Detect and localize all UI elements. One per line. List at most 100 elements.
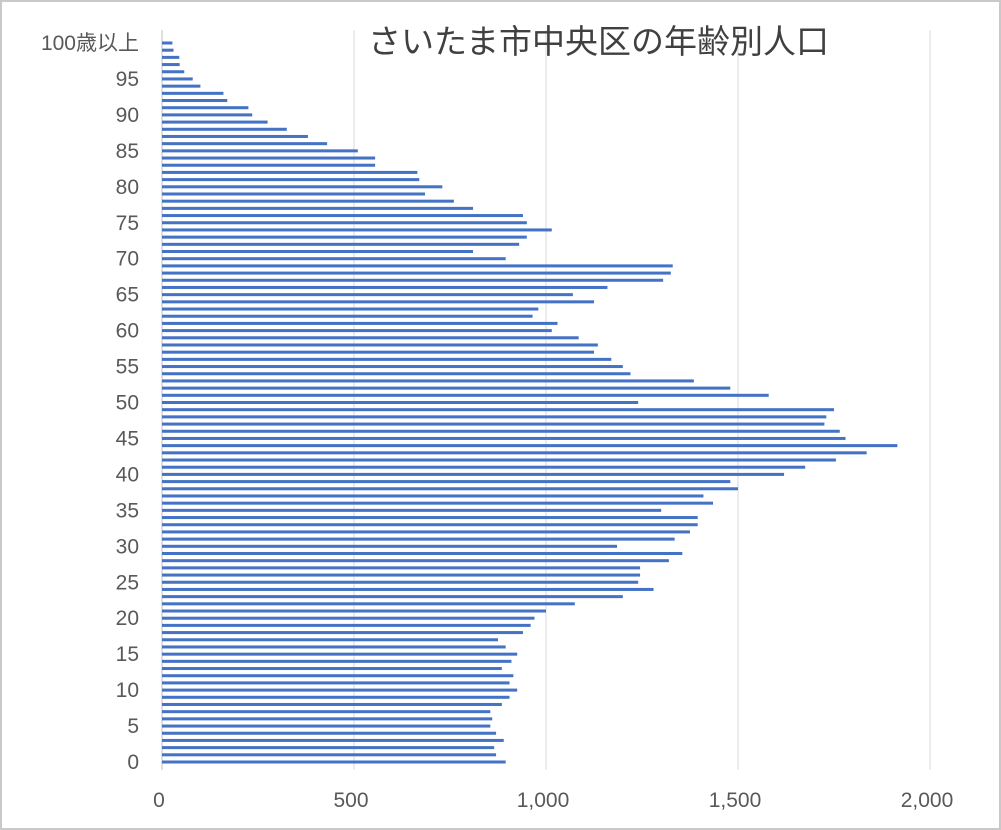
bar-age-17 (162, 638, 498, 642)
chart-title: さいたま市中央区の年齢別人口 (368, 22, 829, 61)
bar-age-75 (162, 221, 527, 225)
y-tick-label: 5 (127, 715, 139, 738)
y-tick-label: 40 (116, 463, 139, 486)
bar-age-48 (162, 415, 827, 419)
bar-age-81 (162, 178, 420, 182)
bar-age-74 (162, 228, 552, 232)
bar-age-2 (162, 746, 495, 750)
y-tick-label: 65 (116, 284, 139, 307)
bar-age-49 (162, 408, 834, 412)
bar-age-28 (162, 559, 669, 563)
bar-age-66 (162, 285, 608, 289)
bars (162, 41, 898, 764)
bar-age-42 (162, 458, 836, 462)
bar-age-33 (162, 523, 698, 527)
bar-age-86 (162, 142, 328, 146)
bar-age-23 (162, 595, 623, 599)
bar-age-12 (162, 674, 514, 678)
bar-age-73 (162, 235, 527, 239)
y-tick-label: 0 (127, 751, 139, 774)
bar-age-76 (162, 214, 523, 218)
bar-age-99 (162, 48, 174, 52)
bar-age-7 (162, 710, 491, 714)
bar-age-38 (162, 487, 738, 491)
bar-age-14 (162, 659, 512, 663)
bar-age-52 (162, 386, 731, 390)
bar-age-55 (162, 365, 623, 369)
bar-age-54 (162, 372, 631, 376)
bar-age-40 (162, 472, 785, 476)
bar-age-61 (162, 321, 558, 325)
bar-age-88 (162, 127, 287, 131)
bar-age-46 (162, 429, 840, 433)
bar-age-91 (162, 106, 249, 110)
y-tick-label: 100歳以上 (41, 32, 139, 55)
x-tick-label: 1,500 (709, 789, 762, 812)
bar-age-8 (162, 702, 502, 706)
bar-age-22 (162, 602, 575, 606)
y-tick-label: 75 (116, 212, 139, 235)
bar-age-50 (162, 400, 639, 405)
bar-age-10 (162, 688, 518, 692)
bar-age-100歳以上 (162, 41, 173, 45)
y-tick-label: 35 (116, 499, 139, 522)
bar-age-29 (162, 551, 683, 555)
y-tick-label: 25 (116, 571, 139, 594)
bar-age-58 (162, 343, 598, 347)
bar-age-80 (162, 185, 443, 189)
y-tick-label: 80 (116, 176, 139, 199)
bar-age-95 (162, 77, 193, 81)
bar-age-9 (162, 695, 510, 699)
bar-age-15 (162, 652, 518, 656)
bar-age-31 (162, 537, 675, 541)
y-tick-label: 95 (116, 68, 139, 91)
y-tick-label: 30 (116, 535, 139, 558)
bar-age-93 (162, 91, 224, 95)
y-tick-label: 60 (116, 320, 139, 343)
bar-age-11 (162, 681, 510, 685)
y-tick-label: 55 (116, 356, 139, 379)
bar-age-16 (162, 645, 506, 649)
bar-age-90 (162, 113, 253, 117)
bar-age-32 (162, 530, 690, 534)
bar-age-65 (162, 293, 573, 297)
bar-age-82 (162, 170, 418, 174)
bar-age-5 (162, 724, 491, 728)
bar-age-26 (162, 573, 641, 577)
bar-age-27 (162, 566, 641, 570)
bar-age-70 (162, 257, 506, 261)
bar-age-24 (162, 587, 654, 591)
bar-age-25 (162, 580, 639, 584)
bar-age-97 (162, 63, 180, 67)
bar-age-47 (162, 422, 825, 426)
bar-age-41 (162, 465, 806, 469)
y-tick-label: 85 (116, 140, 139, 163)
x-tick-label: 0 (153, 789, 165, 812)
bar-age-68 (162, 271, 671, 275)
bar-age-98 (162, 55, 180, 59)
bar-age-59 (162, 336, 579, 340)
bar-age-67 (162, 278, 664, 282)
bar-age-69 (162, 264, 673, 268)
bar-age-72 (162, 242, 520, 246)
bar-age-60 (162, 329, 552, 333)
bar-age-44 (162, 444, 898, 448)
y-tick-label: 50 (116, 392, 139, 415)
x-axis-tick-labels: 0 500 1,000 1,500 2,000 (153, 789, 953, 812)
bar-age-6 (162, 717, 493, 721)
bar-age-37 (162, 494, 704, 498)
bar-age-51 (162, 393, 769, 397)
bar-age-57 (162, 350, 594, 354)
y-tick-label: 15 (116, 643, 139, 666)
bar-age-92 (162, 99, 228, 103)
bar-age-4 (162, 731, 497, 735)
bar-age-78 (162, 199, 454, 203)
bar-age-53 (162, 379, 694, 383)
y-tick-label: 10 (116, 679, 139, 702)
bar-age-85 (162, 149, 358, 153)
bar-age-63 (162, 307, 539, 311)
bar-age-84 (162, 156, 376, 160)
bar-age-64 (162, 300, 594, 304)
